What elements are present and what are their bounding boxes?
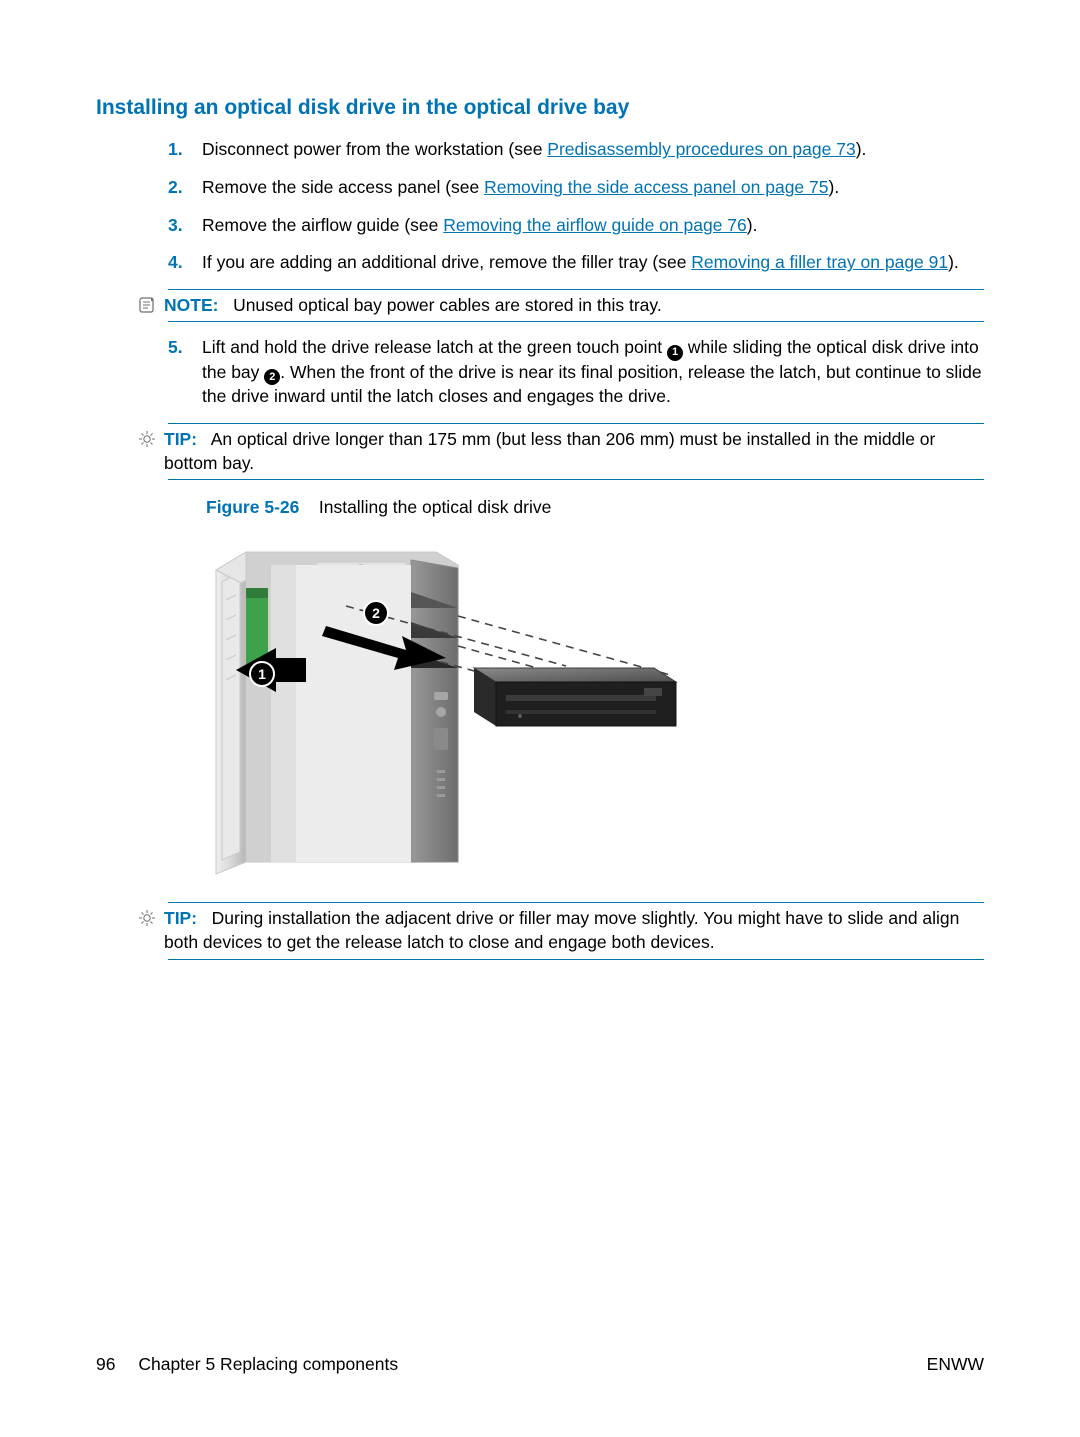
xref-link[interactable]: Removing the side access panel on page 7… bbox=[484, 177, 828, 197]
ordered-steps: 1. Disconnect power from the workstation… bbox=[168, 138, 984, 275]
note-text: Unused optical bay power cables are stor… bbox=[233, 295, 662, 315]
tip-body: TIP: An optical drive longer than 175 mm… bbox=[164, 428, 984, 475]
text-run: . When the front of the drive is near it… bbox=[202, 362, 982, 406]
step-text: Remove the side access panel (see Removi… bbox=[202, 176, 984, 200]
step-2: 2. Remove the side access panel (see Rem… bbox=[168, 176, 984, 200]
tip-label: TIP: bbox=[164, 429, 197, 449]
text-run: ). bbox=[829, 177, 840, 197]
note-label: NOTE: bbox=[164, 295, 218, 315]
step-number: 3. bbox=[168, 214, 202, 238]
text-run: Disconnect power from the workstation (s… bbox=[202, 139, 547, 159]
step-text: Lift and hold the drive release latch at… bbox=[202, 336, 984, 408]
xref-link[interactable]: Predisassembly procedures on page 73 bbox=[547, 139, 855, 159]
step-text: If you are adding an additional drive, r… bbox=[202, 251, 984, 275]
note-callout: NOTE: Unused optical bay power cables ar… bbox=[168, 289, 984, 323]
tip-callout-2: TIP: During installation the adjacent dr… bbox=[168, 902, 984, 959]
xref-link[interactable]: Removing a filler tray on page 91 bbox=[691, 252, 948, 272]
xref-link[interactable]: Removing the airflow guide on page 76 bbox=[443, 215, 747, 235]
figure-number: Figure 5-26 bbox=[206, 497, 299, 517]
chapter-name: Chapter 5 Replacing components bbox=[138, 1354, 398, 1374]
note-body: NOTE: Unused optical bay power cables ar… bbox=[164, 294, 984, 318]
tip-text: An optical drive longer than 175 mm (but… bbox=[164, 429, 935, 473]
step-3: 3. Remove the airflow guide (see Removin… bbox=[168, 214, 984, 238]
text-run: ). bbox=[856, 139, 867, 159]
section-heading: Installing an optical disk drive in the … bbox=[96, 94, 984, 122]
note-icon bbox=[138, 294, 164, 314]
tip-body: TIP: During installation the adjacent dr… bbox=[164, 907, 984, 954]
text-run: Remove the side access panel (see bbox=[202, 177, 484, 197]
callout-marker-2: 2 bbox=[264, 369, 280, 385]
step-4: 4. If you are adding an additional drive… bbox=[168, 251, 984, 275]
tip-label: TIP: bbox=[164, 908, 197, 928]
figure-caption: Figure 5-26 Installing the optical disk … bbox=[206, 496, 984, 520]
text-run: Lift and hold the drive release latch at… bbox=[202, 337, 667, 357]
document-page: Installing an optical disk drive in the … bbox=[0, 0, 1080, 1437]
tip-callout-1: TIP: An optical drive longer than 175 mm… bbox=[168, 423, 984, 480]
text-run: ). bbox=[747, 215, 758, 235]
tip-text: During installation the adjacent drive o… bbox=[164, 908, 959, 952]
text-run: ). bbox=[948, 252, 959, 272]
step-number: 4. bbox=[168, 251, 202, 275]
page-number: 96 bbox=[96, 1354, 115, 1374]
footer-right: ENWW bbox=[927, 1353, 984, 1377]
step-text: Disconnect power from the workstation (s… bbox=[202, 138, 984, 162]
footer-left: 96 Chapter 5 Replacing components bbox=[96, 1353, 398, 1377]
ordered-steps-continued: 5. Lift and hold the drive release latch… bbox=[168, 336, 984, 408]
tip-icon bbox=[138, 907, 164, 927]
step-text: Remove the airflow guide (see Removing t… bbox=[202, 214, 984, 238]
svg-text:2: 2 bbox=[372, 605, 380, 621]
page-footer: 96 Chapter 5 Replacing components ENWW bbox=[96, 1353, 984, 1377]
step-number: 5. bbox=[168, 336, 202, 360]
figure-title: Installing the optical disk drive bbox=[319, 497, 551, 517]
step-number: 2. bbox=[168, 176, 202, 200]
callout-marker-1: 1 bbox=[667, 345, 683, 361]
step-5: 5. Lift and hold the drive release latch… bbox=[168, 336, 984, 408]
text-run: If you are adding an additional drive, r… bbox=[202, 252, 691, 272]
figure-image: 12 bbox=[206, 530, 984, 887]
step-number: 1. bbox=[168, 138, 202, 162]
step-1: 1. Disconnect power from the workstation… bbox=[168, 138, 984, 162]
svg-text:1: 1 bbox=[258, 666, 266, 682]
tip-icon bbox=[138, 428, 164, 448]
text-run: Remove the airflow guide (see bbox=[202, 215, 443, 235]
